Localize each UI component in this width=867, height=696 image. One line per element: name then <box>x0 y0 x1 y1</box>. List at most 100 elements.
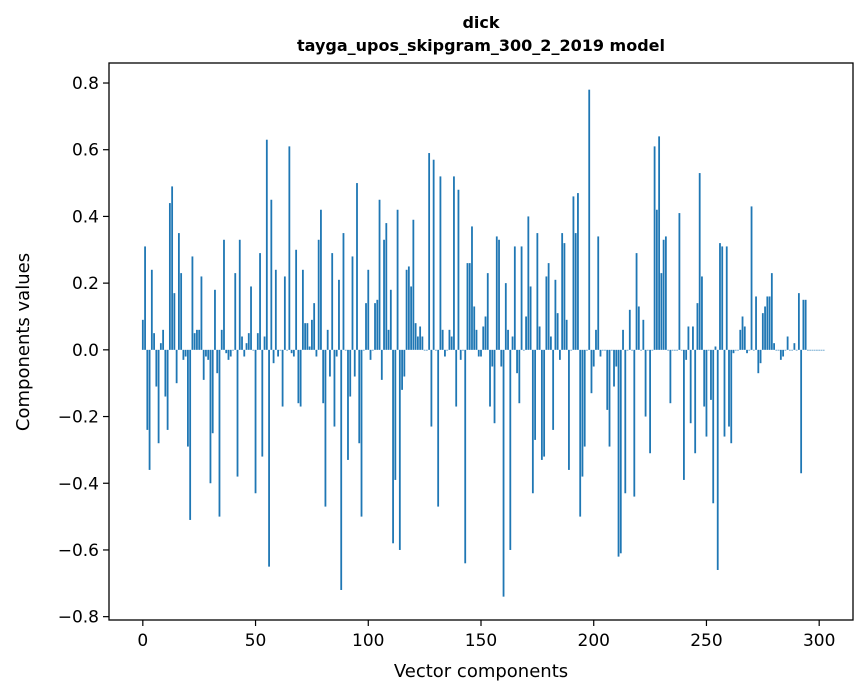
bar-80 <box>322 349 325 404</box>
x-tick-label: 200 <box>578 631 610 651</box>
bar-169 <box>522 349 525 351</box>
bar-131 <box>437 349 440 507</box>
bar-258 <box>723 349 726 437</box>
bar-120 <box>412 219 415 350</box>
bar-141 <box>459 349 462 360</box>
bar-126 <box>425 349 428 351</box>
bar-224 <box>646 349 649 351</box>
bar-139 <box>455 349 458 407</box>
bar-91 <box>347 349 349 460</box>
bar-233 <box>667 349 670 351</box>
bar-277 <box>766 296 769 350</box>
bar-110 <box>389 289 392 350</box>
bar-21 <box>189 349 192 520</box>
bar-71 <box>301 269 304 350</box>
bar-245 <box>694 349 697 454</box>
bar-206 <box>606 349 609 410</box>
bar-51 <box>256 333 259 350</box>
bar-162 <box>507 329 509 350</box>
bar-219 <box>635 253 638 350</box>
bar-265 <box>739 329 742 350</box>
bar-132 <box>439 176 442 350</box>
bar-238 <box>678 213 681 350</box>
bar-204 <box>601 349 604 351</box>
bar-86 <box>335 349 338 357</box>
bar-18 <box>182 349 185 360</box>
bar-88 <box>340 349 343 590</box>
bar-172 <box>529 286 532 350</box>
bar-294 <box>804 299 807 350</box>
bar-237 <box>676 349 679 351</box>
bar-35 <box>220 329 223 350</box>
bar-279 <box>770 273 773 350</box>
bar-57 <box>270 199 273 350</box>
bar-70 <box>299 349 302 407</box>
bar-170 <box>525 316 527 350</box>
bar-223 <box>644 349 647 417</box>
bar-45 <box>243 349 246 357</box>
bar-136 <box>448 329 451 350</box>
bar-93 <box>351 256 354 350</box>
bar-47 <box>247 333 250 350</box>
bar-66 <box>290 349 293 354</box>
bar-289 <box>793 343 796 350</box>
x-tick-label: 50 <box>245 631 267 651</box>
bar-44 <box>241 336 243 350</box>
bar-32 <box>214 289 216 350</box>
bar-8 <box>159 343 162 350</box>
bar-74 <box>308 346 311 350</box>
bar-26 <box>200 276 203 350</box>
bar-124 <box>421 336 424 350</box>
bar-200 <box>592 349 595 367</box>
bar-252 <box>710 349 712 400</box>
bar-211 <box>617 349 620 557</box>
bar-226 <box>651 349 654 351</box>
bar-190 <box>570 349 573 351</box>
bar-254 <box>714 346 717 350</box>
bar-145 <box>468 263 471 350</box>
bar-149 <box>477 349 480 357</box>
bar-230 <box>660 273 663 350</box>
bar-5 <box>153 333 155 350</box>
y-axis-label: Components values <box>13 253 34 431</box>
bar-201 <box>595 329 597 350</box>
bar-103 <box>374 303 376 350</box>
bar-68 <box>295 249 298 350</box>
bar-275 <box>761 313 764 350</box>
bar-83 <box>329 349 331 377</box>
bar-272 <box>755 296 757 350</box>
bar-267 <box>743 326 746 350</box>
bar-38 <box>227 349 230 360</box>
bar-108 <box>385 223 388 350</box>
bar-63 <box>283 276 286 350</box>
bar-148 <box>475 329 478 350</box>
bar-24 <box>196 329 198 350</box>
bar-268 <box>746 349 748 354</box>
bar-188 <box>565 319 568 350</box>
bar-202 <box>597 236 600 350</box>
bar-160 <box>502 349 505 597</box>
bar-302 <box>822 349 825 351</box>
bar-75 <box>311 319 313 350</box>
bar-196 <box>583 349 586 447</box>
bar-92 <box>349 349 352 397</box>
bar-278 <box>768 296 771 350</box>
bar-150 <box>480 349 482 357</box>
bar-134 <box>444 349 446 357</box>
bar-248 <box>701 276 703 350</box>
bar-42 <box>236 349 239 477</box>
bar-25 <box>198 329 201 350</box>
bar-77 <box>315 349 318 357</box>
bar-130 <box>435 349 437 351</box>
bar-137 <box>450 336 453 350</box>
bar-163 <box>509 349 512 550</box>
bar-212 <box>619 349 622 554</box>
bar-176 <box>538 326 541 350</box>
bar-2 <box>146 349 149 430</box>
bar-16 <box>177 233 180 350</box>
bar-207 <box>608 349 611 447</box>
bar-240 <box>683 349 685 480</box>
bar-168 <box>520 246 523 350</box>
bar-113 <box>396 209 399 350</box>
bar-154 <box>489 349 491 407</box>
